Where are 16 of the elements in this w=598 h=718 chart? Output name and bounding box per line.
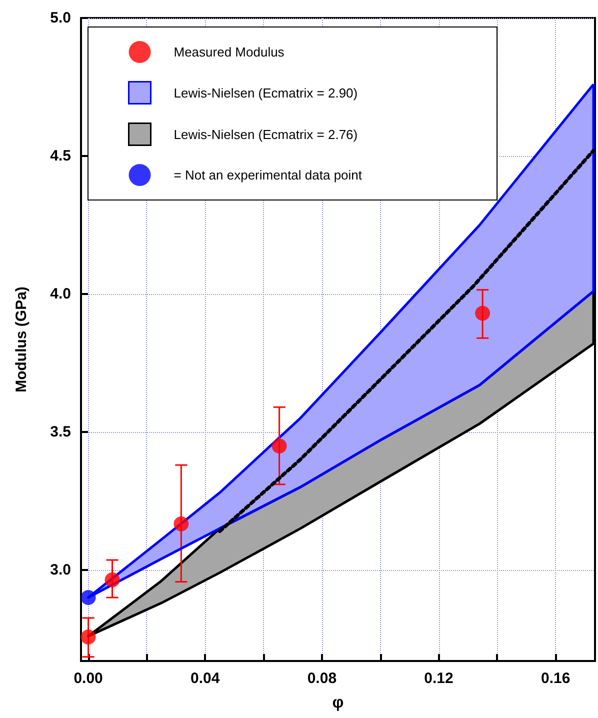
y-axis-title: Modulus (GPa) xyxy=(13,286,30,392)
legend-label: Lewis-Nielsen (Ecmatrix = 2.90) xyxy=(174,85,358,100)
y-tick-label: 4.5 xyxy=(50,147,71,164)
legend-label: = Not an experimental data point xyxy=(174,168,362,182)
y-tick-label: 3.5 xyxy=(50,423,71,440)
x-axis-title: φ xyxy=(332,694,344,712)
legend-label: Lewis-Nielsen (Ecmatrix = 2.76) xyxy=(174,126,358,142)
legend-label: Measured Modulus xyxy=(174,44,285,60)
y-tick-label: 5.0 xyxy=(50,10,71,26)
x-tick-label: 0.00 xyxy=(74,670,103,687)
x-tick-label: 0.16 xyxy=(540,670,570,687)
x-tick-label: 0.04 xyxy=(190,670,220,687)
y-tick-label: 4.0 xyxy=(50,285,71,302)
x-tick-label: 0.12 xyxy=(424,670,454,687)
x-tick-label: 0.08 xyxy=(307,670,337,687)
y-tick-label: 3.0 xyxy=(50,561,71,578)
